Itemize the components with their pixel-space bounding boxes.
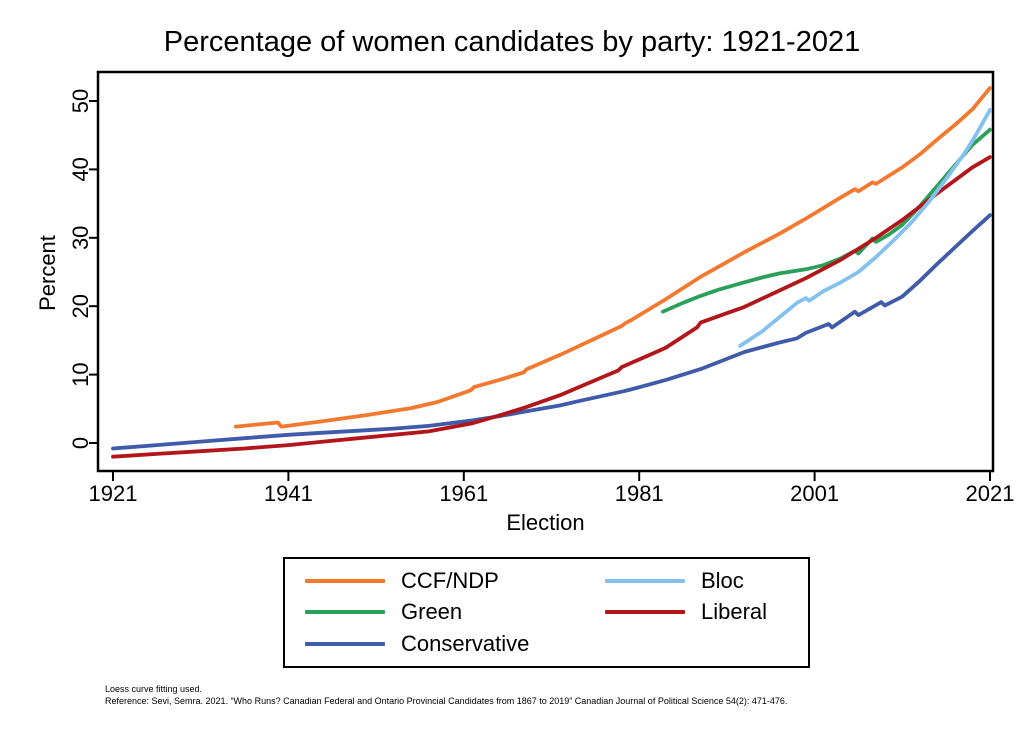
legend-item-conservative: Conservative xyxy=(305,631,605,657)
y-tick-label: 40 xyxy=(68,157,93,181)
series-line-bloc xyxy=(738,108,992,348)
legend-label-bloc: Bloc xyxy=(701,567,744,593)
legend-item-green: Green xyxy=(305,599,605,625)
y-axis-title: Percent xyxy=(35,235,60,311)
x-tick-label: 1921 xyxy=(89,481,138,506)
legend-item-bloc: Bloc xyxy=(605,568,808,594)
series-line-conservative xyxy=(111,213,992,451)
y-tick-label: 0 xyxy=(68,437,93,449)
legend-label-ccf-ndp: CCF/NDP xyxy=(401,567,499,593)
series-line-ccf-ndp xyxy=(233,86,992,429)
x-tick-label: 1981 xyxy=(615,481,664,506)
legend-line-swatch-bloc xyxy=(605,578,685,583)
legend-line-swatch-green xyxy=(305,610,385,615)
series-line-green xyxy=(661,127,992,314)
x-tick-label: 1941 xyxy=(264,481,313,506)
legend-item-liberal: Liberal xyxy=(605,599,808,625)
legend-label-green: Green xyxy=(401,599,463,625)
x-axis-title: Election xyxy=(506,510,585,535)
chart-title: Percentage of women candidates by party:… xyxy=(163,26,861,58)
y-tick-label: 10 xyxy=(68,362,93,386)
legend-item-ccf-ndp: CCF/NDP xyxy=(305,568,605,594)
legend-label-conservative: Conservative xyxy=(401,631,530,657)
legend: CCF/NDP Green Conservative Bloc Liberal xyxy=(283,557,810,668)
footnotes: Loess curve fitting used. Reference: Sev… xyxy=(105,684,1005,707)
y-tick-label: 50 xyxy=(68,89,93,113)
legend-label-liberal: Liberal xyxy=(701,599,768,625)
x-tick-label: 1961 xyxy=(439,481,488,506)
x-tick-label: 2001 xyxy=(790,481,839,506)
series-line-liberal xyxy=(111,155,992,459)
x-tick-label: 2021 xyxy=(966,481,1015,506)
y-tick-label: 20 xyxy=(68,294,93,318)
legend-line-swatch-liberal xyxy=(605,610,685,615)
legend-line-swatch-conservative xyxy=(305,642,385,647)
y-tick-label: 30 xyxy=(68,226,93,250)
footnote-method: Loess curve fitting used. xyxy=(105,684,203,694)
legend-line-swatch-ccf-ndp xyxy=(305,578,385,583)
footnote-reference: Reference: Sevi, Semra. 2021. “Who Runs?… xyxy=(105,695,788,706)
plot-frame xyxy=(96,70,995,473)
